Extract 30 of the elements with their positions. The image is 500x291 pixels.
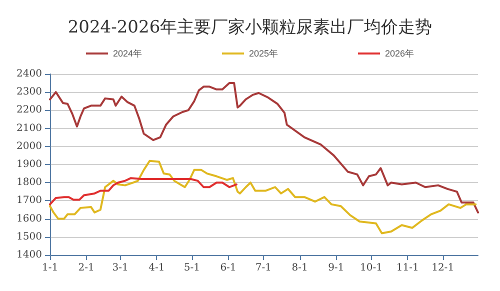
legend-label: 2025年 [248,48,278,58]
line-series [49,82,479,214]
x-tick-label: 7-1 [255,262,272,274]
x-tick-label: 10-1 [360,262,383,274]
y-tick-label: 1500 [16,231,42,242]
y-tick-label: 1400 [16,250,42,260]
x-tick-label: 11-1 [396,262,419,274]
y-tick-label: 1700 [16,195,42,206]
y-tick-label: 2300 [16,86,42,98]
y-tick-label: 2200 [16,104,42,116]
line-series [49,177,238,206]
x-tick-label: 5-1 [184,262,200,274]
y-tick-label: 1800 [16,177,42,188]
legend-label: 2024年 [112,48,142,58]
x-tick-label: 9-1 [328,262,344,274]
x-tick-label: 12-1 [432,262,454,274]
line-series [49,160,477,234]
chart-title: 2024-2026年主要厂家小颗粒尿素出厂均价走势 [68,18,432,38]
y-tick-label: 2400 [16,68,42,80]
x-tick-label: 8-1 [292,262,308,274]
x-tick-label: 4-1 [148,262,165,274]
x-tick-label: 2-1 [78,262,94,274]
x-tick-label: 1-1 [42,262,58,274]
y-tick-label: 2000 [16,140,42,152]
legend-label: 2026年 [385,48,414,58]
x-tick-label: 3-1 [112,262,128,274]
y-tick-label: 1600 [16,213,42,224]
y-tick-label: 2100 [16,122,42,134]
x-tick-label: 6-1 [220,262,236,274]
y-tick-label: 1900 [16,159,42,170]
